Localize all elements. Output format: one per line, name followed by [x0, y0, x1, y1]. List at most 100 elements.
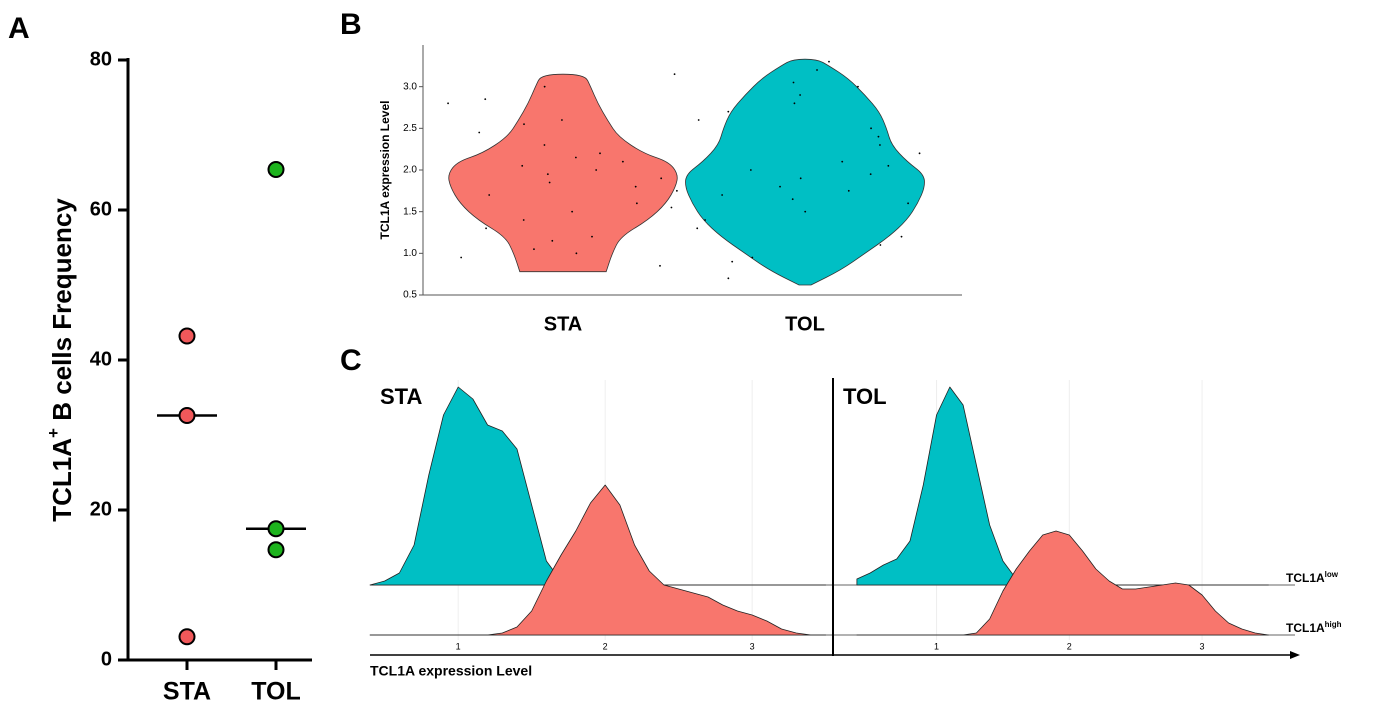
panel-label: B — [340, 8, 362, 41]
x-tick-label: 1 — [456, 641, 461, 651]
jitter-point — [488, 194, 491, 196]
y-tick-label: 80 — [90, 48, 112, 70]
jitter-point — [621, 160, 624, 163]
facet-title: TOL — [843, 384, 887, 409]
y-tick-label: 0.5 — [403, 290, 417, 301]
y-axis-label: TCL1A expression Level — [378, 101, 392, 240]
jitter-point — [523, 123, 525, 126]
jitter-point — [727, 110, 730, 113]
jitter-point — [697, 119, 700, 121]
jitter-point — [847, 189, 850, 192]
jitter-point — [793, 102, 796, 105]
jitter-point — [799, 177, 802, 180]
jitter-point — [879, 144, 881, 146]
jitter-point — [575, 252, 578, 255]
jitter-point — [675, 189, 678, 192]
x-tick-label: TOL — [785, 313, 825, 335]
jitter-point — [791, 198, 794, 201]
y-tick-label: 2.5 — [403, 123, 417, 134]
jitter-point — [907, 202, 909, 205]
dot — [178, 327, 196, 345]
x-tick-label: 1 — [934, 641, 939, 651]
jitter-point — [696, 227, 699, 230]
x-tick-label: 2 — [603, 641, 608, 651]
jitter-point — [551, 239, 554, 242]
x-tick-label: 3 — [1200, 641, 1205, 651]
y-tick-label: 1.5 — [403, 206, 417, 217]
jitter-point — [546, 173, 549, 176]
row-label-part: low — [1325, 570, 1339, 579]
x-axis-label: TCL1A expression Level — [370, 663, 532, 679]
jitter-point — [828, 60, 830, 63]
y-tick-label: 3.0 — [403, 81, 417, 92]
jitter-point — [727, 277, 730, 280]
x-tick-label: 2 — [1067, 641, 1072, 651]
jitter-point — [792, 81, 795, 84]
jitter-point — [670, 206, 673, 209]
jitter-point — [543, 144, 546, 146]
jitter-point — [574, 156, 577, 159]
jitter-point — [869, 173, 872, 176]
y-tick-label: 60 — [90, 198, 112, 220]
jitter-point — [841, 160, 844, 163]
row-label-part: TCL1A — [1286, 621, 1325, 635]
jitter-point — [721, 194, 724, 196]
jitter-point — [460, 256, 463, 259]
jitter-point — [634, 185, 637, 188]
x-axis-arrow — [1290, 651, 1300, 659]
y-axis-label-part: TCL1A — [47, 438, 77, 522]
jitter-point — [857, 85, 859, 88]
y-axis-label: TCL1A+ B cells Frequency — [44, 198, 77, 522]
row-label-part: high — [1325, 620, 1342, 629]
jitter-point — [660, 177, 663, 180]
dot — [178, 628, 196, 646]
panel-label: A — [8, 12, 30, 45]
y-tick-label: 0 — [101, 648, 112, 670]
jitter-point — [816, 69, 818, 71]
jitter-point — [731, 260, 734, 263]
panel-label: C — [340, 344, 362, 377]
jitter-point — [749, 169, 752, 171]
dot — [267, 541, 285, 559]
y-tick-label: 1.0 — [403, 248, 417, 259]
y-axis-label-part: B cells Frequency — [47, 198, 77, 428]
x-tick-label: STA — [544, 313, 583, 335]
row-label: TCL1Alow — [1286, 570, 1339, 586]
dot — [267, 520, 285, 538]
jitter-point — [521, 164, 524, 167]
jitter-point — [533, 248, 535, 251]
jitter-point — [571, 210, 574, 213]
jitter-point — [879, 244, 882, 246]
y-tick-label: 2.0 — [403, 165, 417, 176]
jitter-point — [751, 256, 754, 259]
jitter-point — [522, 219, 525, 221]
jitter-point — [900, 235, 903, 238]
jitter-point — [918, 152, 921, 155]
jitter-point — [561, 119, 563, 121]
x-tick-label: TOL — [251, 678, 301, 706]
density-ridge — [369, 484, 827, 636]
jitter-point — [870, 127, 872, 130]
row-label: TCL1Ahigh — [1286, 620, 1342, 636]
dot — [267, 161, 285, 178]
jitter-point — [704, 219, 706, 221]
jitter-point — [779, 185, 781, 188]
y-tick-label: 20 — [90, 498, 112, 520]
jitter-point — [599, 152, 601, 155]
jitter-point — [478, 131, 481, 134]
row-label-part: TCL1A — [1286, 571, 1325, 585]
x-tick-label: 3 — [750, 641, 755, 651]
jitter-point — [485, 227, 487, 230]
jitter-point — [673, 73, 676, 76]
jitter-point — [591, 235, 593, 238]
jitter-point — [447, 102, 449, 105]
jitter-point — [799, 94, 802, 96]
violin — [685, 58, 925, 286]
x-tick-label: STA — [163, 678, 211, 706]
density-ridge — [856, 530, 1269, 636]
jitter-point — [595, 169, 598, 171]
jitter-point — [887, 164, 890, 167]
jitter-point — [804, 210, 807, 213]
jitter-point — [484, 98, 487, 101]
